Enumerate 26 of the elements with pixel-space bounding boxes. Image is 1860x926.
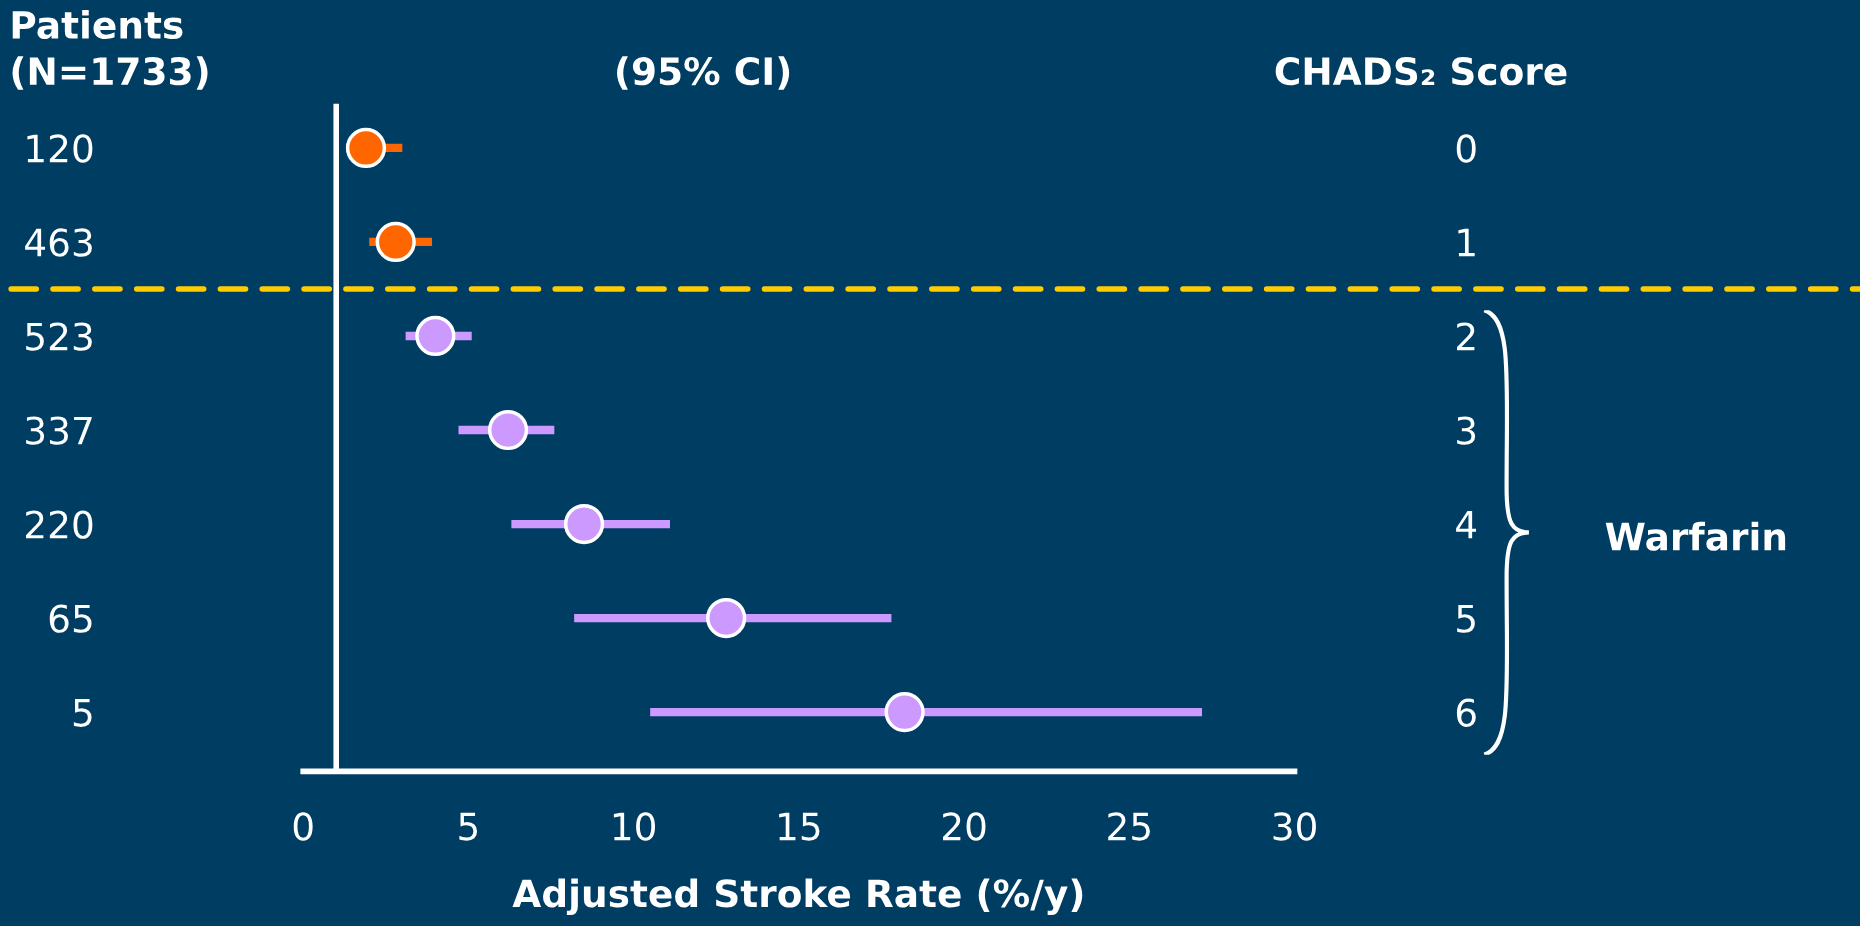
y-tick-label: 337 — [26, 416, 92, 445]
x-axis-title: Adjusted Stroke Rate (%/y) — [512, 878, 1083, 916]
y-tick-label: 5 — [73, 699, 92, 727]
y2-tick-label: 5 — [1457, 604, 1475, 633]
chart-subtitle: (95% CI) — [617, 56, 790, 90]
y2-tick-label: 2 — [1457, 322, 1475, 351]
y-tick-label: 523 — [26, 322, 92, 351]
y2-tick-label: 4 — [1456, 510, 1477, 539]
y-tick-label: 220 — [26, 510, 93, 539]
x-tick-label: 25 — [1108, 812, 1150, 841]
x-tick-label: 0 — [293, 812, 313, 841]
y-tick-label: 120 — [27, 134, 93, 163]
x-tick-label: 5 — [459, 812, 478, 841]
x-tick-label: 20 — [942, 812, 986, 841]
x-tick-label: 15 — [779, 812, 820, 841]
y-axis-title: Patients (N=1733) — [12, 10, 208, 90]
y2-tick-label: 3 — [1457, 416, 1476, 445]
x-tick-label: 30 — [1273, 812, 1316, 841]
y2-tick-label: 1 — [1458, 228, 1475, 257]
x-tick-label: 10 — [613, 812, 656, 841]
y2-tick-label: 0 — [1456, 134, 1476, 163]
text: Warfarin — [1605, 521, 1786, 551]
y-tick-label: 65 — [49, 604, 92, 633]
y2-axis-title: CHADS₂ Score — [1275, 56, 1567, 86]
y-tick-label: 463 — [25, 228, 92, 257]
y2-tick-label: 6 — [1456, 698, 1476, 727]
